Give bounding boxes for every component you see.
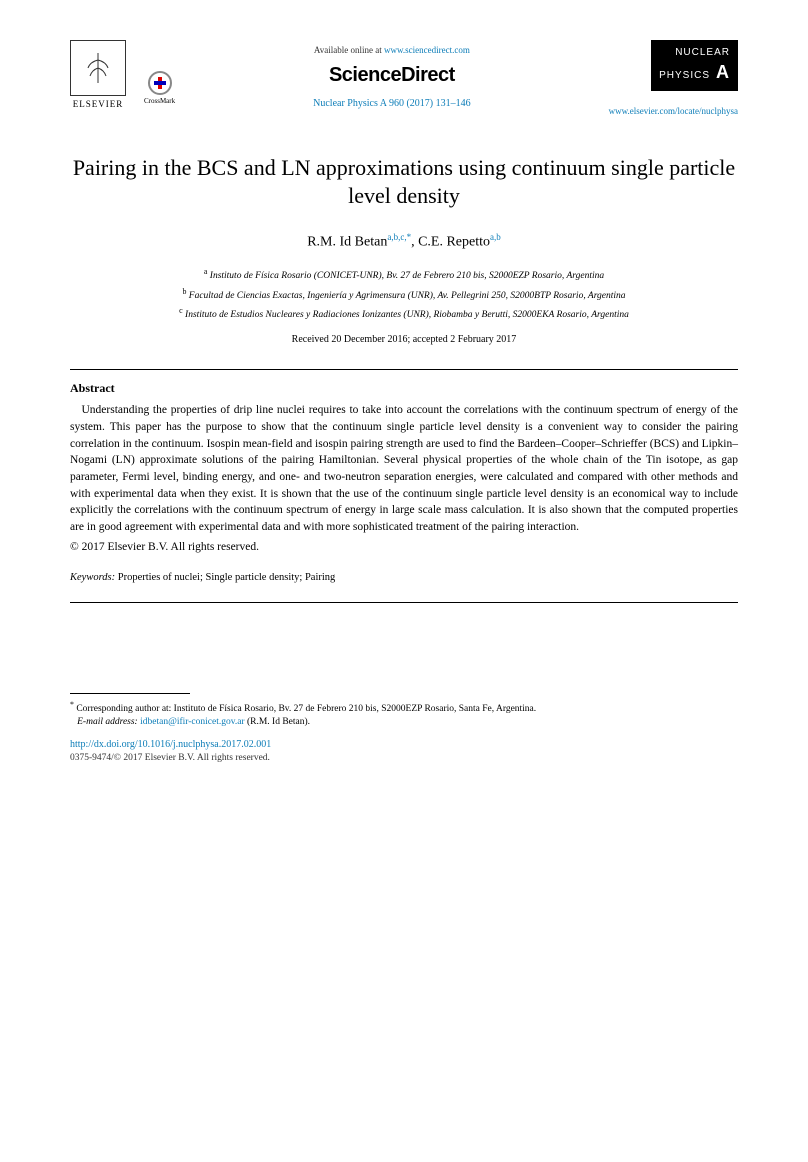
header-center: Available online at www.sciencedirect.co… bbox=[175, 40, 609, 111]
available-prefix: Available online at bbox=[314, 45, 384, 55]
author-1-affil: a,b,c,* bbox=[387, 232, 411, 242]
authors-line: R.M. Id Betana,b,c,*, C.E. Repettoa,b bbox=[70, 231, 738, 252]
affiliation-c: c Instituto de Estudios Nucleares y Radi… bbox=[70, 305, 738, 322]
affil-c-text: Instituto de Estudios Nucleares y Radiac… bbox=[185, 310, 629, 320]
affiliation-b: b Facultad de Ciencias Exactas, Ingenier… bbox=[70, 286, 738, 303]
elsevier-logo[interactable]: ELSEVIER bbox=[70, 40, 126, 111]
crossmark-badge[interactable]: CrossMark bbox=[144, 71, 175, 107]
keywords-line: Keywords: Properties of nuclei; Single p… bbox=[70, 571, 738, 586]
abstract-body: Understanding the properties of drip lin… bbox=[70, 402, 738, 535]
footnote-corr-text: Corresponding author at: Instituto de Fí… bbox=[76, 704, 536, 714]
nuclear-physics-badge: NUCLEAR PHYSICS A bbox=[651, 40, 738, 91]
footnote-separator bbox=[70, 693, 190, 694]
badge-line1: NUCLEAR bbox=[675, 47, 730, 58]
affil-a-text: Instituto de Física Rosario (CONICET-UNR… bbox=[210, 271, 604, 281]
sciencedirect-link[interactable]: www.sciencedirect.com bbox=[384, 45, 470, 55]
header-right: NUCLEAR PHYSICS A www.elsevier.com/locate… bbox=[609, 40, 738, 118]
email-footnote: E-mail address: idbetan@ifir-conicet.gov… bbox=[70, 716, 738, 729]
journal-citation: Nuclear Physics A 960 (2017) 131–146 bbox=[175, 97, 609, 111]
corresponding-footnote: * Corresponding author at: Instituto de … bbox=[70, 700, 738, 716]
issn-line: 0375-9474/© 2017 Elsevier B.V. All right… bbox=[70, 752, 738, 765]
author-email[interactable]: idbetan@ifir-conicet.gov.ar bbox=[140, 717, 244, 727]
sciencedirect-logo[interactable]: ScienceDirect bbox=[175, 61, 609, 89]
affiliation-a: a Instituto de Física Rosario (CONICET-U… bbox=[70, 266, 738, 283]
article-title: Pairing in the BCS and LN approximations… bbox=[70, 154, 738, 211]
available-online-text: Available online at www.sciencedirect.co… bbox=[175, 44, 609, 57]
divider-top bbox=[70, 369, 738, 370]
author-2[interactable]: C.E. Repetto bbox=[418, 235, 490, 250]
elsevier-tree-icon bbox=[70, 40, 126, 96]
divider-bottom bbox=[70, 602, 738, 603]
abstract-copyright: © 2017 Elsevier B.V. All rights reserved… bbox=[70, 539, 738, 555]
footnote-star: * bbox=[70, 700, 74, 709]
badge-letter: A bbox=[716, 62, 730, 82]
article-dates: Received 20 December 2016; accepted 2 Fe… bbox=[70, 333, 738, 347]
email-label: E-mail address: bbox=[77, 717, 138, 727]
badge-line2: PHYSICS bbox=[659, 70, 710, 81]
email-who: (R.M. Id Betan). bbox=[245, 717, 310, 727]
abstract-heading: Abstract bbox=[70, 380, 738, 397]
crossmark-icon bbox=[148, 71, 172, 95]
affil-b-text: Facultad de Ciencias Exactas, Ingeniería… bbox=[189, 291, 626, 301]
keywords-label: Keywords: bbox=[70, 572, 115, 583]
author-1[interactable]: R.M. Id Betan bbox=[307, 235, 387, 250]
doi-link[interactable]: http://dx.doi.org/10.1016/j.nuclphysa.20… bbox=[70, 738, 738, 752]
keywords-text: Properties of nuclei; Single particle de… bbox=[115, 572, 335, 583]
header-left: ELSEVIER CrossMark bbox=[70, 40, 175, 111]
article-header: ELSEVIER CrossMark Available online at w… bbox=[70, 40, 738, 118]
locate-link[interactable]: www.elsevier.com/locate/nuclphysa bbox=[609, 105, 738, 118]
author-2-affil: a,b bbox=[490, 232, 501, 242]
elsevier-label: ELSEVIER bbox=[73, 98, 124, 111]
crossmark-label: CrossMark bbox=[144, 97, 175, 107]
